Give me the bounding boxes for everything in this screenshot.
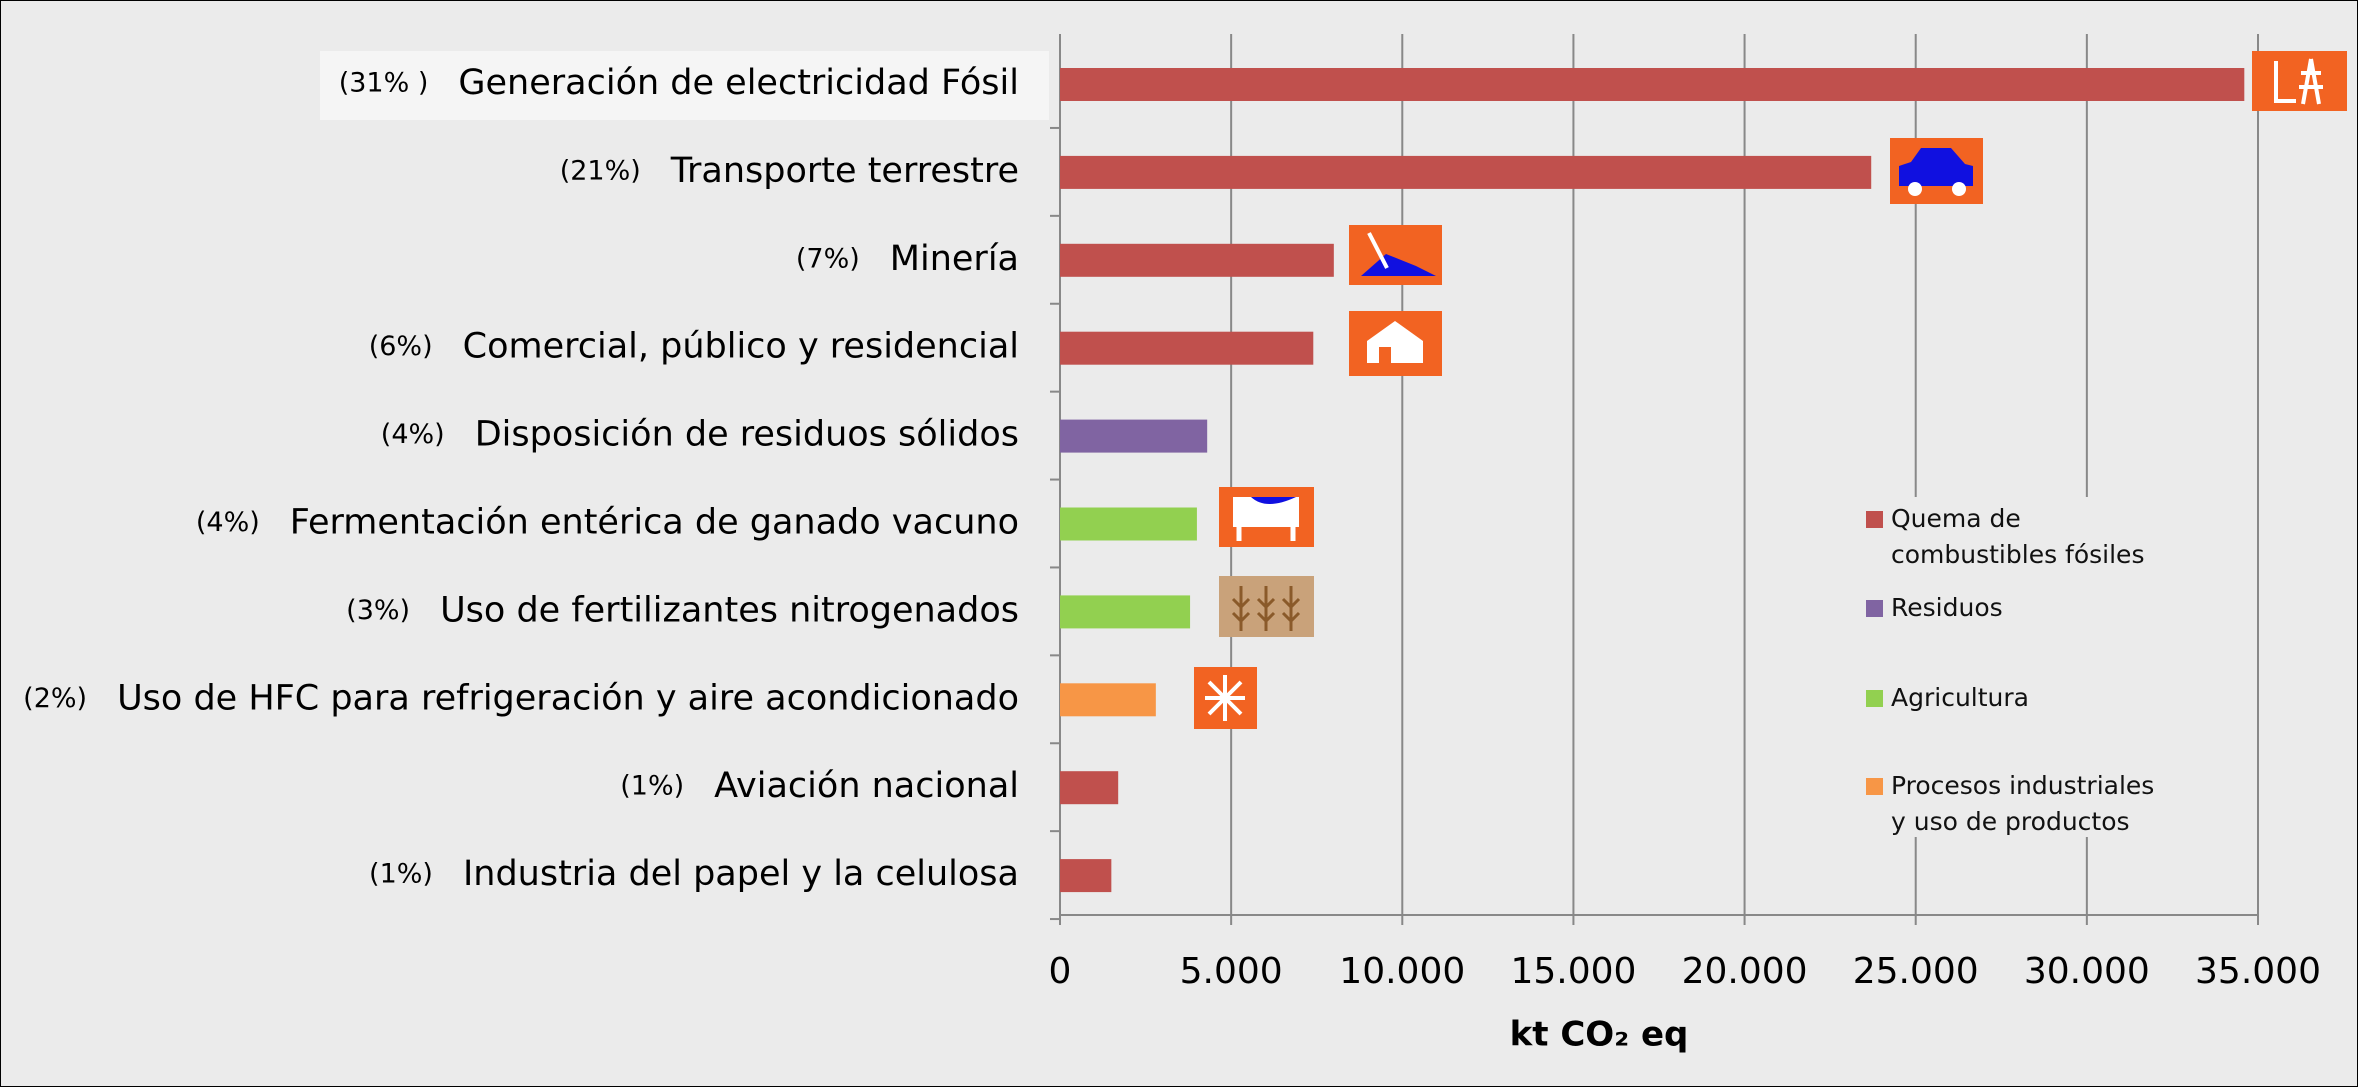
category-label: Uso de fertilizantes nitrogenados [440, 590, 1019, 630]
category-label: Aviación nacional [714, 766, 1019, 806]
legend-entry: Procesos industriales y uso de productos [1866, 768, 2156, 840]
category-label: Minería [890, 239, 1019, 279]
bar [1060, 331, 1314, 365]
x-tick-label: 10.000 [1339, 951, 1465, 992]
percent-label: (2%) [23, 683, 87, 714]
legend-label: Procesos industriales y uso de productos [1891, 771, 2155, 836]
bar [1060, 771, 1119, 805]
percent-label: (6%) [369, 331, 433, 362]
legend-entry: Agricultura [1866, 680, 2156, 716]
bar [1060, 507, 1197, 541]
legend-bg [1851, 497, 2196, 837]
x-tick-label: 5.000 [1180, 951, 1283, 992]
category-label: Generación de electricidad Fósil [458, 63, 1019, 103]
x-tick-label: 25.000 [1853, 951, 1979, 992]
x-tick-label: 15.000 [1510, 951, 1636, 992]
bar [1060, 155, 1872, 189]
legend-label: Quema de combustibles fósiles [1891, 504, 2145, 569]
x-tick-label: 35.000 [2195, 951, 2321, 992]
percent-label: (1%) [369, 859, 433, 890]
legend-entry: Quema de combustibles fósiles [1866, 501, 2156, 573]
icons [1194, 51, 2347, 729]
percent-label: (4%) [196, 507, 260, 538]
bar [1060, 68, 2245, 101]
x-axis-title: kt CO₂ eq [1510, 1015, 1689, 1055]
percent-label: (4%) [381, 419, 445, 450]
category-label: Fermentación entérica de ganado vacuno [290, 503, 1019, 543]
bar [1060, 859, 1112, 893]
category-label: Comercial, público y residencial [463, 327, 1019, 367]
x-tick-label: 20.000 [1682, 951, 1808, 992]
legend-label: Residuos [1891, 593, 2003, 622]
legend-swatch [1866, 690, 1883, 707]
bar [1060, 595, 1191, 629]
x-tick-label: 30.000 [2024, 951, 2150, 992]
x-tick-label: 0 [1049, 951, 1072, 992]
legend-label: Agricultura [1891, 683, 2029, 712]
percent-label: (21%) [560, 155, 641, 186]
percent-label: (7%) [796, 243, 860, 274]
category-label: Uso de HFC para refrigeración y aire aco… [117, 678, 1019, 718]
bar [1060, 243, 1334, 277]
legend-swatch [1866, 511, 1883, 528]
category-label: Industria del papel y la celulosa [463, 854, 1019, 894]
bar [1060, 683, 1156, 717]
legend-swatch [1866, 600, 1883, 617]
bar [1060, 419, 1208, 453]
percent-label: (1%) [620, 771, 684, 802]
category-label: Transporte terrestre [670, 151, 1019, 191]
percent-label: (31% ) [339, 68, 429, 99]
category-label: Disposición de residuos sólidos [475, 415, 1019, 455]
legend-entry: Residuos [1866, 590, 2156, 626]
legend-swatch [1866, 778, 1883, 795]
percent-label: (3%) [346, 595, 410, 626]
highlight [320, 51, 1049, 120]
